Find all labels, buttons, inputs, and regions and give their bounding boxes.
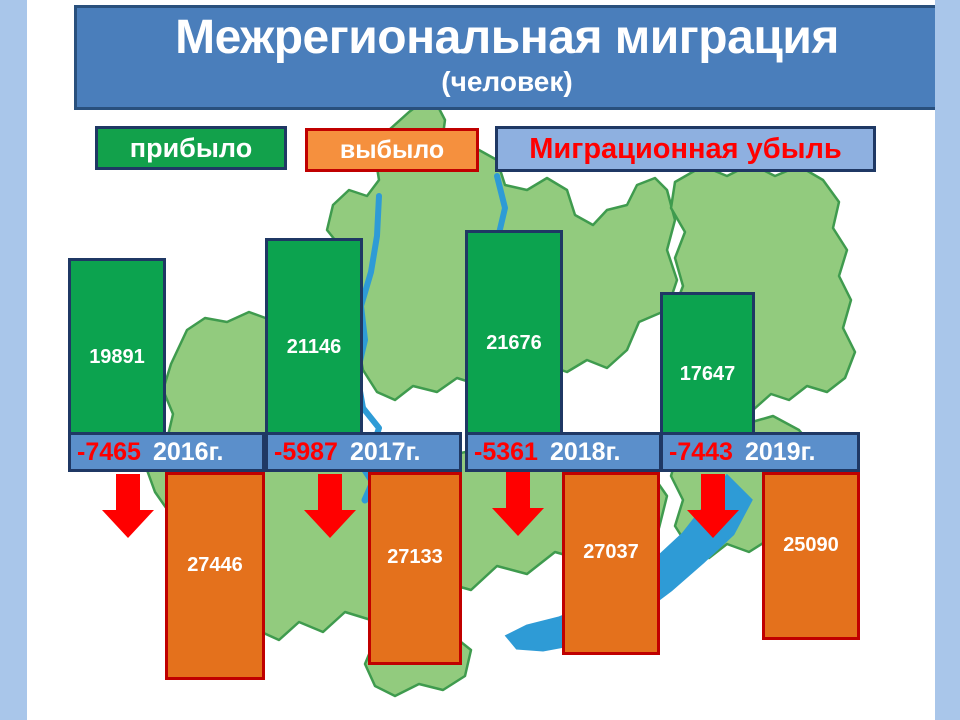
legend-item-migration-loss[interactable]: Миграционная убыль	[495, 126, 876, 172]
year-label-2018: 2018г.	[549, 437, 621, 466]
year-label-2017: 2017г.	[349, 437, 421, 466]
bar-value-left-2016: 27446	[187, 553, 243, 576]
legend-label-left: выбыло	[339, 135, 445, 164]
slide-canvas: Межрегиональная миграция (человек) прибы…	[27, 0, 935, 720]
down-arrow-icon-2019	[687, 474, 739, 538]
migration-loss-2016: -7465	[77, 437, 141, 466]
migration-loss-2019: -7443	[669, 437, 733, 466]
bar-left-2018[interactable]: 27037	[562, 472, 660, 655]
bar-arrived-2016[interactable]: 19891	[68, 258, 166, 435]
down-arrow-icon-2017	[304, 474, 356, 538]
bar-arrived-2019[interactable]: 17647	[660, 292, 755, 435]
down-arrow-icon-2018	[492, 472, 544, 536]
year-label-2019: 2019г.	[744, 437, 816, 466]
migration-loss-2018: -5361	[474, 437, 538, 466]
legend-label-migration-loss: Миграционная убыль	[529, 132, 842, 165]
legend-label-arrived: прибыло	[129, 132, 253, 163]
bar-left-2017[interactable]: 27133	[368, 472, 462, 665]
down-arrow-icon-2016	[102, 474, 154, 538]
year-strip-2016[interactable]: -7465 2016г.	[68, 432, 265, 472]
migration-loss-2017: -5987	[274, 437, 338, 466]
bar-arrived-2017[interactable]: 21146	[265, 238, 363, 435]
year-label-2016: 2016г.	[152, 437, 224, 466]
bar-value-left-2017: 27133	[387, 546, 443, 568]
page-subtitle: (человек)	[441, 66, 573, 97]
bar-value-arrived-2019: 17647	[679, 363, 736, 385]
bar-value-arrived-2018: 21676	[486, 332, 542, 354]
legend-item-left[interactable]: выбыло	[305, 128, 479, 172]
bar-left-2019[interactable]: 25090	[762, 472, 860, 640]
bar-value-left-2018: 27037	[583, 541, 639, 563]
bar-value-left-2019: 25090	[783, 533, 839, 556]
bar-left-2016[interactable]: 27446	[165, 472, 265, 680]
legend-item-arrived[interactable]: прибыло	[95, 126, 287, 170]
year-strip-2019[interactable]: -7443 2019г.	[660, 432, 860, 472]
bar-arrived-2018[interactable]: 21676	[465, 230, 563, 435]
year-strip-2017[interactable]: -5987 2017г.	[265, 432, 462, 472]
page-title: Межрегиональная миграция	[175, 11, 839, 64]
year-strip-2018[interactable]: -5361 2018г.	[465, 432, 662, 472]
slide-title-box: Межрегиональная миграция (человек)	[74, 5, 935, 110]
bar-value-arrived-2017: 21146	[286, 336, 342, 358]
bar-value-arrived-2016: 19891	[89, 346, 145, 368]
